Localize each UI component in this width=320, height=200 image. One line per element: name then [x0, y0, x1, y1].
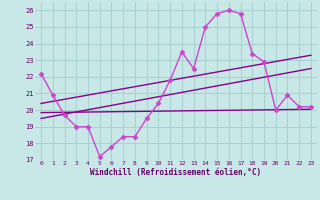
X-axis label: Windchill (Refroidissement éolien,°C): Windchill (Refroidissement éolien,°C) [91, 168, 261, 177]
